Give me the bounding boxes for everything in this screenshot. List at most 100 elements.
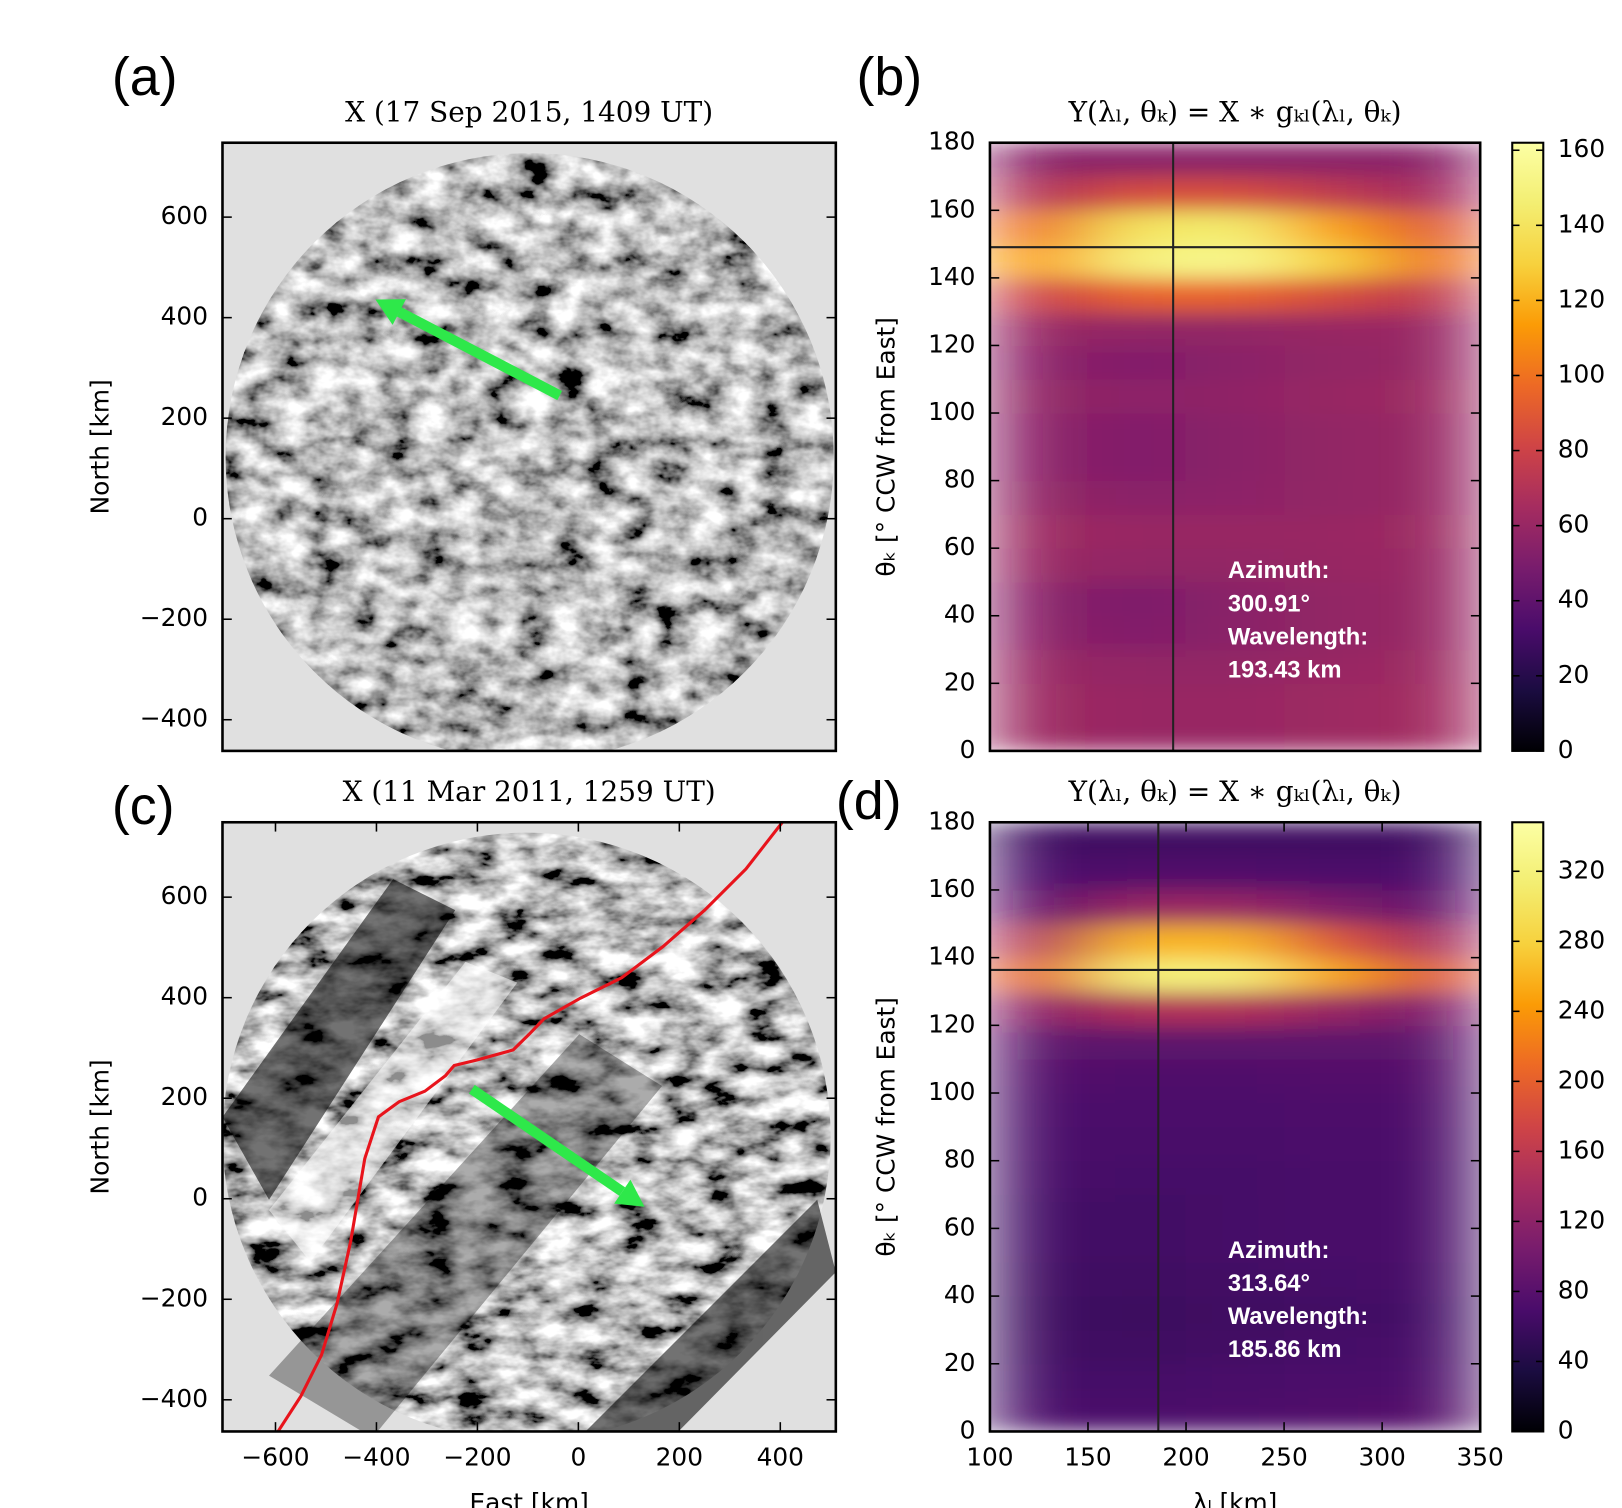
heatmap-cell: [1186, 1160, 1285, 1196]
heatmap-cell: [989, 717, 1089, 751]
heatmap-cell: [1087, 1296, 1187, 1331]
chart-title: Y(λₗ, θₖ) = X ∗ gₖₗ(λₗ, θₖ): [1068, 775, 1402, 808]
heatmap-cell: [1382, 548, 1481, 583]
heatmap-cell: [1382, 176, 1481, 211]
heatmap-cell: [1186, 1397, 1285, 1432]
heatmap-cell: [1087, 957, 1187, 993]
heatmap-cell: [1382, 822, 1481, 857]
heatmap-cell: [1382, 480, 1481, 515]
heatmap-cell: [1087, 446, 1187, 482]
heatmap-cell: [1186, 615, 1285, 651]
heatmap-cell: [1087, 1397, 1187, 1432]
heatmap-cell: [1382, 1126, 1481, 1162]
heatmap-cell: [1186, 889, 1285, 925]
heatmap-cell: [989, 480, 1089, 515]
heatmap-cell: [1284, 1059, 1383, 1094]
y-axis-label: North [km]: [85, 1059, 114, 1194]
heatmap-cell: [989, 1262, 1089, 1297]
heatmap-cell: [989, 548, 1089, 583]
annotation: Azimuth:: [1228, 1237, 1330, 1264]
heatmap-cell: [1284, 1363, 1383, 1399]
heatmap-cell: [989, 957, 1089, 993]
heatmap-cell: [989, 277, 1089, 313]
colorbar-tick-label: 200: [1558, 1065, 1605, 1094]
x-tick-label: 200: [656, 1442, 703, 1471]
x-tick-label: −200: [443, 1442, 511, 1471]
colorbar-tick-label: 20: [1558, 660, 1590, 689]
y-tick-label: 40: [944, 1280, 976, 1309]
y-tick-label: 0: [960, 735, 976, 764]
heatmap-cell: [989, 683, 1089, 718]
heatmap-cell: [1382, 1228, 1481, 1263]
colorbar: [1511, 821, 1545, 1433]
heatmap-cell: [1284, 856, 1383, 891]
heatmap-cell: [1186, 210, 1285, 245]
panel-label: (b): [857, 47, 923, 107]
y-tick-label: 180: [928, 806, 975, 835]
image: [222, 832, 836, 1432]
heatmap-cell: [1087, 1093, 1187, 1128]
y-axis-label: θₖ [° CCW from East]: [872, 997, 901, 1257]
colorbar-tick-label: 140: [1558, 209, 1605, 238]
heatmap-cell: [1284, 413, 1383, 448]
heatmap-cell: [1284, 1194, 1383, 1229]
heatmap-cell: [1284, 889, 1383, 925]
heatmap-cell: [1284, 345, 1383, 380]
heatmap-cell: [1382, 142, 1481, 178]
heatmap-cell: [1087, 856, 1187, 891]
heatmap-cell: [1284, 1397, 1383, 1432]
chart-title: X (17 Sep 2015, 1409 UT): [345, 95, 713, 128]
heatmap-cell: [1186, 991, 1285, 1026]
heatmap-cell: [989, 514, 1089, 549]
x-axis-label: East [km]: [469, 1488, 588, 1508]
y-tick-label: 80: [944, 1145, 976, 1174]
heatmap-cell: [1284, 1093, 1383, 1128]
x-tick-label: 250: [1260, 1442, 1307, 1471]
heatmap-cell: [1382, 379, 1481, 414]
heatmap-cell: [1382, 923, 1481, 959]
y-tick-label: 100: [928, 1077, 975, 1106]
colorbar-tick-label: 40: [1558, 585, 1590, 614]
heatmap-cell: [989, 345, 1089, 380]
heatmap-cell: [1284, 822, 1383, 857]
heatmap-cell: [1087, 649, 1187, 684]
heatmap-cell: [1382, 1059, 1481, 1094]
heatmap-cell: [989, 1228, 1089, 1263]
heatmap-cell: [1186, 822, 1285, 857]
heatmap-cell: [1186, 311, 1285, 346]
x-axis-label: λₗ [km]: [1193, 1488, 1278, 1508]
dark-band: [585, 1199, 836, 1432]
colorbar-tick-label: 0: [1558, 735, 1574, 764]
colorbar-tick-label: 60: [1558, 510, 1590, 539]
heatmap-cell: [1186, 581, 1285, 617]
heatmap-cell: [989, 1025, 1089, 1060]
heatmap-cell: [989, 176, 1089, 211]
axes-frame: [988, 820, 1482, 1433]
y-tick-label: 80: [944, 465, 976, 494]
colorbar-tick-label: 120: [1558, 1205, 1605, 1234]
heatmap-cell: [989, 446, 1089, 482]
heatmap-cell: [1087, 311, 1187, 346]
colorbar-tick-label: 80: [1558, 1275, 1590, 1304]
heatmap-cell: [1382, 1025, 1481, 1060]
heatmap-cell: [1382, 1296, 1481, 1331]
heatmap-cell: [1284, 1228, 1383, 1263]
heatmap-cell: [1382, 345, 1481, 380]
heatmap-cell: [1186, 548, 1285, 583]
heatmap-cell: [1284, 1262, 1383, 1297]
heatmap-cell: [1382, 514, 1481, 549]
heatmap-cell: [1382, 1363, 1481, 1399]
heatmap-cell: [1186, 446, 1285, 482]
heatmap-cell: [1284, 311, 1383, 346]
heatmap-cell: [1087, 514, 1187, 549]
heatmap-cell: [1284, 957, 1383, 993]
axes-frame: [221, 820, 838, 1433]
x-tick-label: 150: [1064, 1442, 1111, 1471]
heatmap-cell: [1087, 1025, 1187, 1060]
heatmap-cell: [1087, 923, 1187, 959]
heatmap-cell: [1087, 1363, 1187, 1399]
arrow-shaft: [396, 307, 563, 401]
heatmap-cell: [989, 142, 1089, 178]
y-tick-label: 600: [161, 881, 208, 910]
